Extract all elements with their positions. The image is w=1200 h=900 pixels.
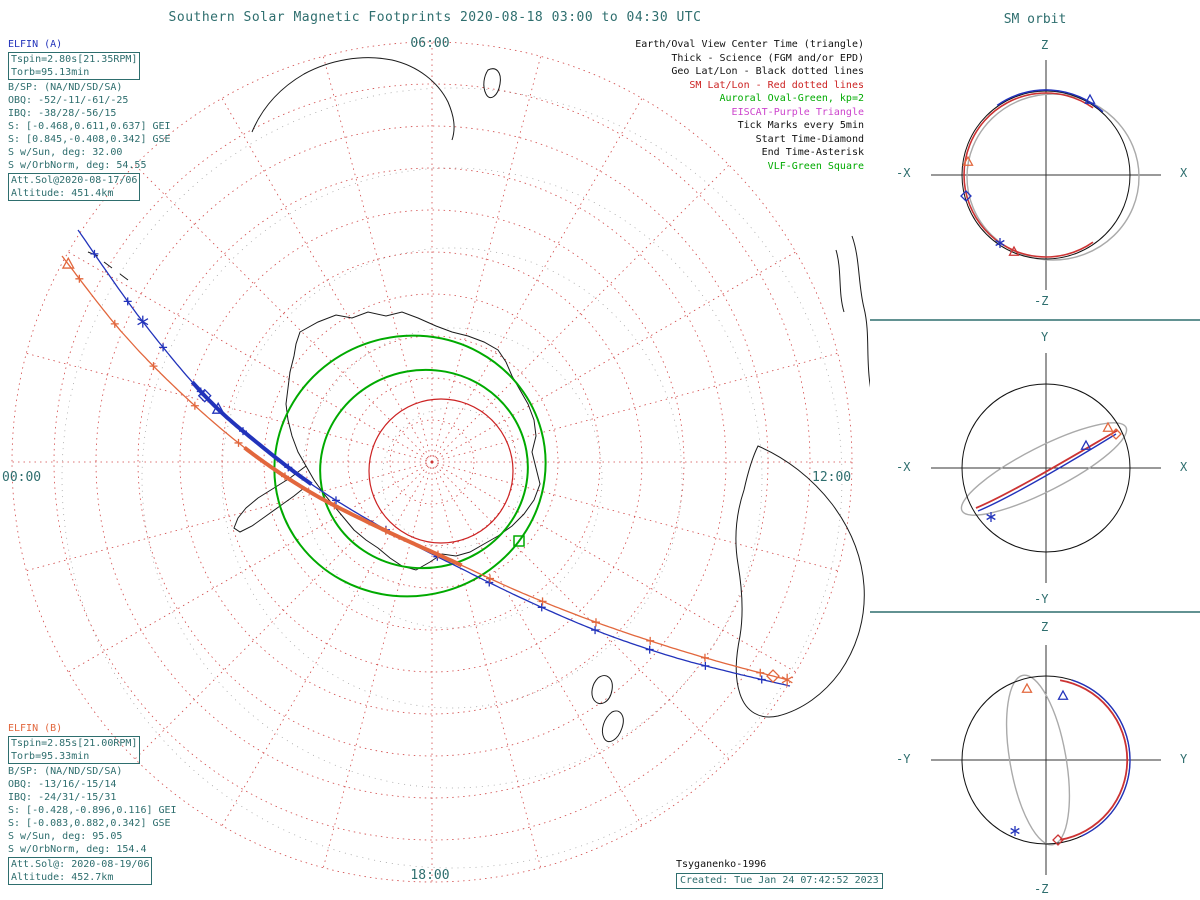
info-line: Torb=95.33min: [11, 751, 90, 762]
info-line: S w/Sun, deg: 32.00: [8, 147, 123, 158]
elfin-a-spin-box: Tspin=2.80s[21.35RPM] Torb=95.13min: [8, 52, 141, 80]
info-line: OBQ: -52/-11/-61/-25: [8, 95, 129, 106]
info-line: Tspin=2.85s[21.00RPM]: [11, 738, 138, 749]
elfin-b-label: ELFIN (B): [8, 723, 63, 734]
info-line: IBQ: -38/28/-56/15: [8, 108, 117, 119]
mlt-label-00: 00:00: [2, 470, 42, 485]
legend-line: SM Lat/Lon - Red dotted lines: [689, 79, 864, 91]
legend-line: VLF-Green Square: [767, 160, 864, 172]
page-title: Southern Solar Magnetic Footprints 2020-…: [168, 10, 702, 25]
elfin-a-att-box: Att.Sol@2020-08-17/06 Altitude: 451.4km: [8, 173, 141, 201]
info-line: Torb=95.13min: [11, 67, 90, 78]
panel1-axis-right: X: [1180, 166, 1188, 180]
panel1-axis-top: Z: [1041, 38, 1049, 52]
panel1-axis-bottom: -Z: [1034, 294, 1049, 308]
legend-line: Geo Lat/Lon - Black dotted lines: [671, 66, 864, 77]
info-line: S w/OrbNorm, deg: 54.55: [8, 160, 147, 171]
info-line: OBQ: -13/16/-15/14: [8, 779, 117, 790]
legend-line: Thick - Science (FGM and/or EPD): [671, 52, 864, 64]
panel3-axis-left: -Y: [896, 752, 911, 766]
created-label: Created: Tue Jan 24 07:42:52 2023: [676, 873, 883, 889]
elfin-a-label: ELFIN (A): [8, 39, 63, 50]
mlt-label-18: 18:00: [410, 868, 450, 883]
sm-orbit-title: SM orbit: [1003, 12, 1067, 27]
legend-line: Start Time-Diamond: [755, 133, 864, 145]
panel2-axis-bottom: -Y: [1034, 592, 1049, 606]
info-line: Att.Sol@2020-08-17/06: [11, 175, 138, 186]
panel3-axis-right: Y: [1180, 752, 1188, 766]
panel3-axis-bottom: -Z: [1034, 882, 1049, 896]
mlt-label-06: 06:00: [410, 36, 450, 51]
info-line: Tspin=2.80s[21.35RPM]: [11, 54, 138, 65]
legend-line: EISCAT-Purple Triangle: [731, 106, 864, 118]
info-line: S: [0.845,-0.408,0.342] GSE: [8, 134, 171, 145]
elfin-b-info-panel: ELFIN (B) Tspin=2.85s[21.00RPM] Torb=95.…: [8, 722, 177, 886]
legend-line: Tick Marks every 5min: [737, 120, 864, 131]
info-line: IBQ: -24/31/-15/31: [8, 792, 117, 803]
info-line: Altitude: 452.7km: [11, 872, 114, 883]
panel1-axis-left: -X: [896, 166, 911, 180]
legend: Earth/Oval View Center Time (triangle) T…: [635, 38, 864, 173]
elfin-b-att-box: Att.Sol@: 2020-08-19/06 Altitude: 452.7k…: [8, 857, 153, 885]
legend-line: Earth/Oval View Center Time (triangle): [635, 39, 864, 50]
legend-line: End Time-Asterisk: [761, 147, 864, 158]
info-line: S: [-0.468,0.611,0.637] GEI: [8, 121, 171, 132]
panel3-axis-top: Z: [1041, 620, 1049, 634]
info-line: B/SP: (NA/ND/SD/SA): [8, 82, 123, 93]
elfin-a-info-panel: ELFIN (A) Tspin=2.80s[21.35RPM] Torb=95.…: [8, 38, 171, 202]
panel2-axis-top: Y: [1041, 330, 1049, 344]
info-line: S: [-0.083,0.882,0.342] GSE: [8, 818, 171, 829]
info-line: B/SP: (NA/ND/SD/SA): [8, 766, 123, 777]
panel2-axis-right: X: [1180, 460, 1188, 474]
info-line: S w/Sun, deg: 95.05: [8, 831, 123, 842]
panel2-axis-left: -X: [896, 460, 911, 474]
elfin-b-spin-box: Tspin=2.85s[21.00RPM] Torb=95.33min: [8, 736, 141, 764]
info-line: S: [-0.428,-0.896,0.116] GEI: [8, 805, 177, 816]
footer: Tsyganenko-1996 Created: Tue Jan 24 07:4…: [676, 858, 883, 889]
info-line: Att.Sol@: 2020-08-19/06: [11, 859, 150, 870]
mlt-label-12: 12:00: [812, 470, 852, 485]
legend-line: Auroral Oval-Green, kp=2: [719, 93, 865, 104]
model-label: Tsyganenko-1996: [676, 859, 767, 870]
info-line: S w/OrbNorm, deg: 154.4: [8, 844, 147, 855]
info-line: Altitude: 451.4km: [11, 188, 114, 199]
